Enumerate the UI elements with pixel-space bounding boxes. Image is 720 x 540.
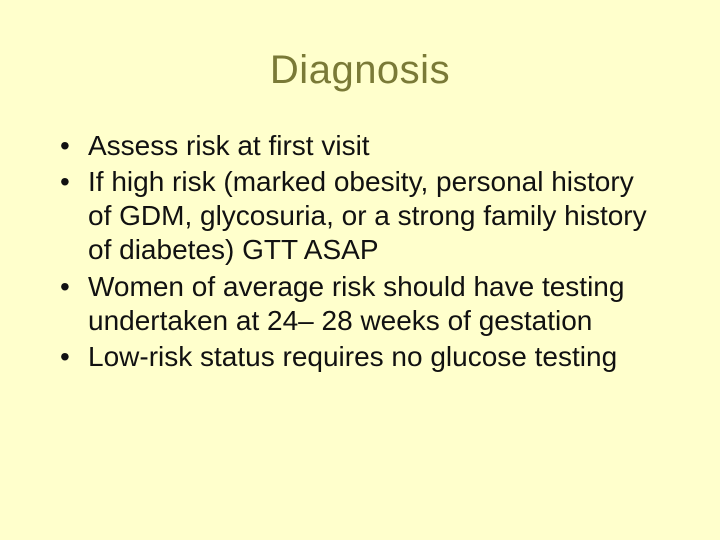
slide-title: Diagnosis	[56, 48, 664, 93]
list-item: If high risk (marked obesity, personal h…	[56, 165, 664, 267]
bullet-list: Assess risk at first visit If high risk …	[56, 129, 664, 374]
slide: Diagnosis Assess risk at first visit If …	[0, 0, 720, 540]
list-item: Women of average risk should have testin…	[56, 270, 664, 338]
list-item: Assess risk at first visit	[56, 129, 664, 163]
list-item: Low-risk status requires no glucose test…	[56, 340, 664, 374]
